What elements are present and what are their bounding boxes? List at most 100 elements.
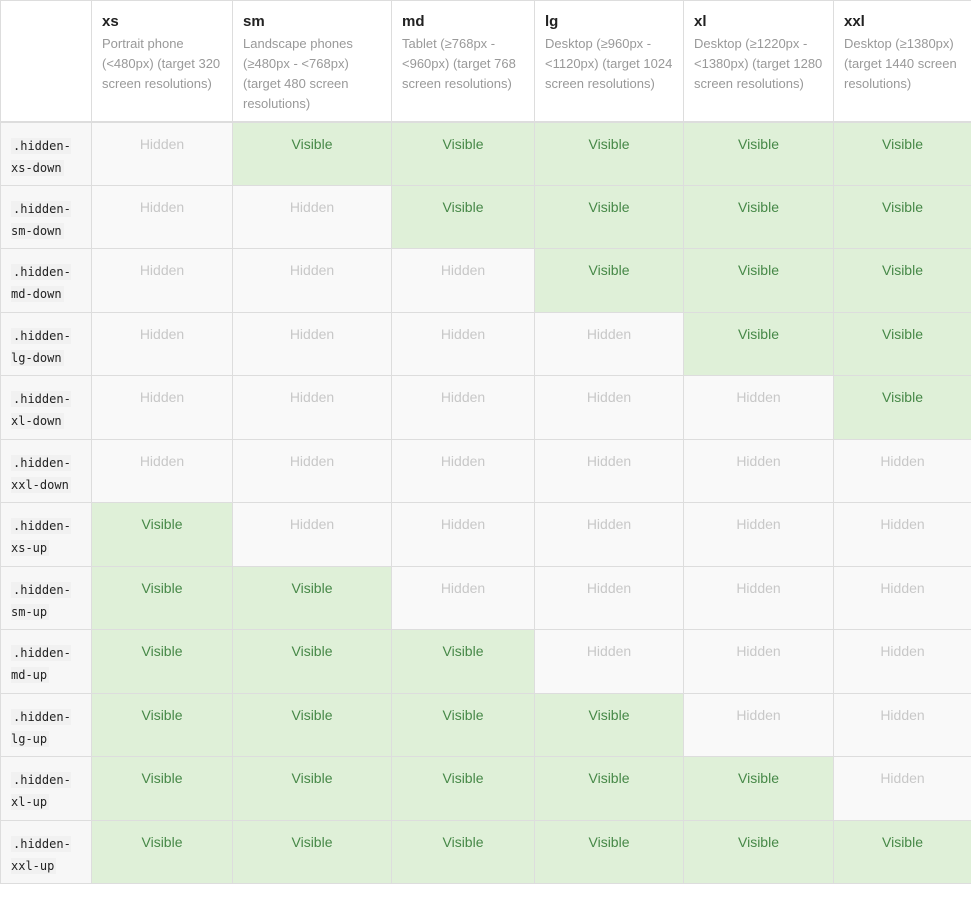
status-cell: Visible: [391, 184, 535, 249]
class-name: .hidden-xs-up: [11, 518, 71, 556]
table-row: .hidden-sm-up Visible Visible Hidden Hidden H…: [0, 565, 971, 630]
status-cell: Hidden: [683, 438, 834, 503]
table-row: .hidden-xs-down Hidden Visible Visible Visib…: [0, 121, 971, 186]
status-cell: Hidden: [232, 502, 392, 567]
status-cell: Hidden: [91, 311, 233, 376]
status-cell: Visible: [534, 121, 684, 186]
status-cell: Visible: [683, 184, 834, 249]
table-row: .hidden-xl-down Hidden Hidden Hidden Hidden H…: [0, 375, 971, 440]
status-cell: Visible: [391, 819, 535, 884]
status-cell: Visible: [534, 819, 684, 884]
column-name: sm: [243, 13, 265, 30]
status-cell: Visible: [534, 248, 684, 313]
class-name: .hidden-lg-down: [11, 327, 71, 366]
status-cell: Hidden: [91, 438, 233, 503]
class-name: .hidden-xs-down: [11, 137, 71, 176]
status-cell: Visible: [391, 629, 535, 694]
status-cell: Visible: [91, 502, 233, 567]
class-name: .hidden-md-up: [11, 645, 71, 683]
status-cell: Visible: [391, 692, 535, 757]
status-cell: Visible: [91, 692, 233, 757]
status-cell: Visible: [683, 311, 834, 376]
status-cell: Visible: [391, 756, 535, 821]
row-label-cell: .hidden-xs-up: [0, 502, 92, 567]
column-description: Desktop (≥1380px) (target 1440 screen re…: [844, 36, 957, 91]
row-label-cell: .hidden-lg-up: [0, 692, 92, 757]
row-label-cell: .hidden-sm-up: [0, 565, 92, 630]
status-cell: Hidden: [683, 565, 834, 630]
table-header: xs Portrait phone (<480px) (target 320 sc…: [0, 0, 971, 123]
class-name: .hidden-sm-up: [11, 581, 71, 620]
status-cell: Visible: [833, 121, 971, 186]
class-name: .hidden-sm-down: [11, 200, 71, 239]
class-name: .hidden-xl-up: [11, 772, 71, 810]
status-cell: Hidden: [232, 311, 392, 376]
status-cell: Visible: [534, 756, 684, 821]
column-description: Portrait phone (<480px) (target 320 scre…: [102, 36, 221, 91]
status-cell: Visible: [91, 629, 233, 694]
row-label-cell: .hidden-xxl-up: [0, 819, 92, 884]
class-name: .hidden-xxl-up: [11, 835, 71, 874]
column-description: Tablet (≥768px - <960px) (target 768 scr…: [402, 36, 516, 91]
status-cell: Visible: [833, 819, 971, 884]
table-row: .hidden-md-down Hidden Hidden Hidden Visible…: [0, 248, 971, 313]
column-name: xxl: [844, 13, 865, 30]
status-cell: Hidden: [683, 692, 834, 757]
table-body: .hidden-xs-down Hidden Visible Visible Visib…: [0, 121, 971, 884]
status-cell: Visible: [534, 184, 684, 249]
status-cell: Visible: [683, 756, 834, 821]
status-cell: Hidden: [391, 438, 535, 503]
column-name: lg: [545, 13, 559, 30]
status-cell: Hidden: [534, 629, 684, 694]
status-cell: Hidden: [833, 629, 971, 694]
class-name: .hidden-lg-up: [11, 708, 71, 747]
class-name: .hidden-md-down: [11, 264, 71, 302]
status-cell: Visible: [833, 184, 971, 249]
status-cell: Visible: [833, 248, 971, 313]
row-label-cell: .hidden-md-down: [0, 248, 92, 313]
status-cell: Visible: [91, 819, 233, 884]
status-cell: Hidden: [534, 438, 684, 503]
status-cell: Hidden: [391, 375, 535, 440]
status-cell: Hidden: [232, 248, 392, 313]
header-row: xs Portrait phone (<480px) (target 320 sc…: [0, 0, 971, 123]
status-cell: Visible: [833, 311, 971, 376]
status-cell: Hidden: [232, 184, 392, 249]
table-row: .hidden-lg-up Visible Visible Visible Visibl…: [0, 692, 971, 757]
row-label-cell: .hidden-xl-down: [0, 375, 92, 440]
column-name: md: [402, 13, 425, 30]
status-cell: Hidden: [833, 756, 971, 821]
row-label-cell: .hidden-xxl-down: [0, 438, 92, 503]
table-row: .hidden-md-up Visible Visible Visible Hidden…: [0, 629, 971, 694]
status-cell: Hidden: [833, 438, 971, 503]
status-cell: Visible: [91, 756, 233, 821]
column-header: md Tablet (≥768px - <960px) (target 768 s…: [391, 0, 535, 123]
status-cell: Visible: [91, 565, 233, 630]
column-header: xl Desktop (≥1220px - <1380px) (target 12…: [683, 0, 834, 123]
status-cell: Visible: [833, 375, 971, 440]
status-cell: Hidden: [91, 121, 233, 186]
status-cell: Hidden: [232, 375, 392, 440]
status-cell: Hidden: [534, 565, 684, 630]
status-cell: Visible: [232, 819, 392, 884]
row-label-cell: .hidden-sm-down: [0, 184, 92, 249]
status-cell: Hidden: [232, 438, 392, 503]
status-cell: Hidden: [833, 502, 971, 567]
class-name: .hidden-xxl-down: [11, 454, 71, 493]
status-cell: Hidden: [833, 565, 971, 630]
status-cell: Visible: [232, 565, 392, 630]
column-description: Desktop (≥1220px - <1380px) (target 1280…: [694, 36, 823, 91]
status-cell: Hidden: [391, 502, 535, 567]
column-name: xl: [694, 13, 707, 30]
class-name: .hidden-xl-down: [11, 391, 71, 429]
status-cell: Visible: [683, 819, 834, 884]
status-cell: Hidden: [391, 248, 535, 313]
corner-cell: [0, 0, 92, 123]
table-row: .hidden-xl-up Visible Visible Visible Visibl…: [0, 756, 971, 821]
table-row: .hidden-xs-up Visible Hidden Hidden Hidden Hi…: [0, 502, 971, 567]
column-header: xs Portrait phone (<480px) (target 320 sc…: [91, 0, 233, 123]
table-row: .hidden-xxl-up Visible Visible Visible Visib…: [0, 819, 971, 884]
status-cell: Hidden: [91, 248, 233, 313]
column-description: Landscape phones (≥480px - <768px) (targ…: [243, 36, 353, 111]
column-description: Desktop (≥960px - <1120px) (target 1024 …: [545, 36, 673, 91]
